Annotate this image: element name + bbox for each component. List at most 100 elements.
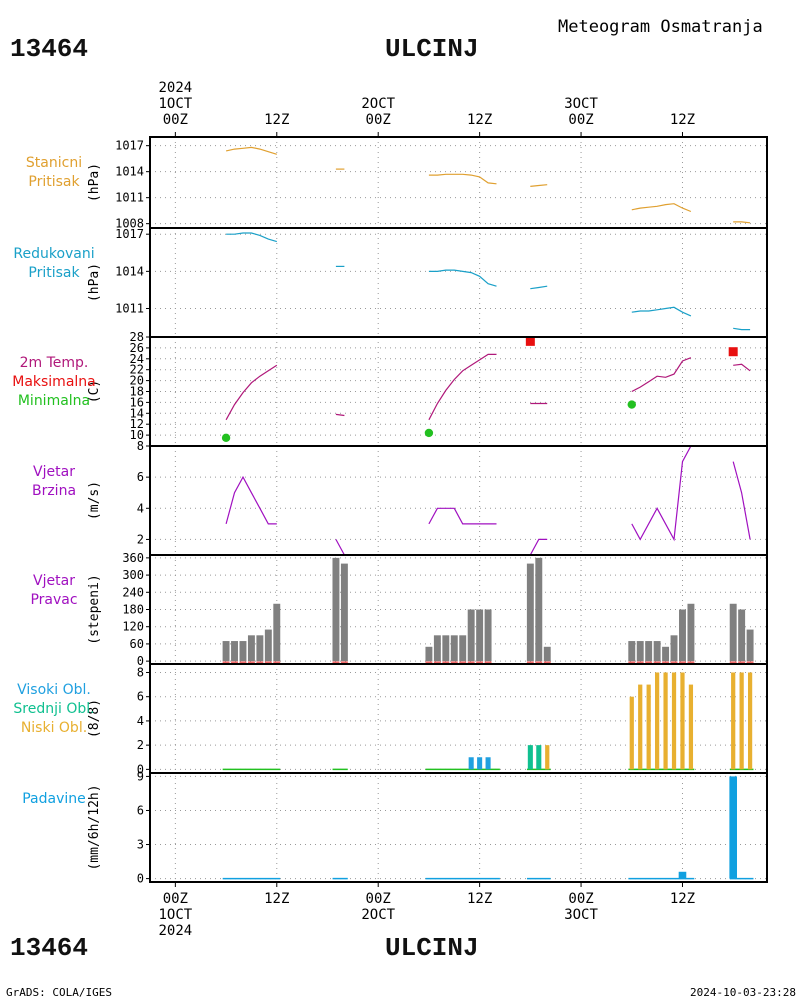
series-line: [732, 461, 751, 540]
wind-direction-bar: [264, 629, 272, 662]
panel-4: 0 60 120 180 240 300 360 (stepeni) Vjetar Pravac: [30, 551, 768, 668]
y-tick-label: 1014: [115, 165, 144, 179]
wind-direction-bar: [231, 641, 238, 662]
y-tick-label: 1011: [115, 191, 144, 205]
wind-direction-bar: [484, 609, 492, 662]
x-tick-label-top: 12Z: [670, 112, 695, 128]
series-line: [529, 538, 548, 556]
panel-label: Pritisak: [28, 174, 80, 190]
x-tick-label-bottom: 00Z: [366, 891, 391, 907]
wind-direction-bar: [459, 635, 467, 662]
footer-timestamp: 2024-10-03-23:28: [690, 986, 796, 999]
high-cloud-bar: [468, 757, 474, 770]
mid-cloud-bar: [527, 745, 533, 770]
panel-label: Vjetar: [33, 573, 75, 589]
chart-subtitle: Meteogram Osmatranja: [558, 17, 763, 37]
low-cloud-bar: [688, 684, 694, 770]
panel-frame: [149, 227, 768, 338]
x-tick-label-top: 12Z: [264, 112, 289, 128]
panel-label: Padavine: [22, 791, 86, 807]
y-tick-label: 240: [122, 585, 144, 599]
panel-label: 2m Temp.: [20, 355, 89, 371]
x-tick-label-top: 00Z: [163, 112, 188, 128]
wind-direction-bar: [332, 557, 340, 662]
wind-direction-bar: [256, 635, 264, 662]
y-tick-label: 0: [137, 762, 144, 776]
y-tick-label: 10: [130, 428, 144, 442]
y-tick-label: 26: [130, 341, 144, 355]
y-axis-label: (C): [87, 380, 102, 403]
y-tick-label: 14: [130, 406, 144, 420]
wind-direction-bar: [526, 563, 534, 662]
y-axis-label: (hPa): [87, 263, 102, 302]
x-tick-label-bottom: 3OCT: [564, 907, 598, 923]
y-tick-label: 1017: [115, 227, 144, 241]
panel-label: Brzina: [32, 483, 76, 499]
x-tick-label-bottom: 12Z: [670, 891, 695, 907]
mid-cloud-bar: [536, 745, 542, 770]
y-tick-label: 22: [130, 363, 144, 377]
y-tick-label: 1008: [115, 217, 144, 231]
y-tick-label: 1017: [115, 139, 144, 153]
x-tick-label-bottom: 1OCT: [158, 907, 192, 923]
series-line: [631, 445, 692, 542]
wind-direction-bar: [653, 641, 661, 662]
panel-label: Stanicni: [26, 155, 82, 171]
low-cloud-bar: [655, 672, 660, 770]
wind-direction-bar: [645, 641, 653, 662]
panel-frame: [149, 136, 768, 229]
panel-label: Visoki Obl.: [17, 682, 91, 698]
low-cloud-bar: [545, 745, 550, 770]
min-temp-marker: [424, 428, 434, 438]
wind-direction-bar: [222, 641, 230, 662]
series-line: [225, 475, 277, 525]
series-line: [225, 364, 278, 421]
high-cloud-bar: [477, 757, 483, 770]
series-line: [335, 413, 345, 417]
x-tick-label-bottom: 12Z: [264, 891, 289, 907]
x-tick-label-top: 12Z: [467, 112, 492, 128]
wind-direction-bar: [738, 609, 746, 662]
max-temp-marker: [728, 347, 738, 357]
station-name-bottom: ULCINJ: [385, 933, 479, 963]
low-cloud-bar: [663, 672, 668, 770]
x-tick-label-top: 00Z: [568, 112, 593, 128]
wind-direction-bar: [450, 635, 458, 662]
y-tick-label: 16: [130, 395, 144, 409]
panel-label: Minimalna: [18, 393, 90, 409]
y-axis-label: (stepeni): [87, 574, 102, 644]
wind-direction-bar: [535, 557, 543, 662]
y-tick-label: 300: [122, 568, 144, 582]
y-tick-label: 2: [137, 738, 144, 752]
y-tick-label: 120: [122, 620, 144, 634]
wind-direction-bar: [425, 646, 433, 662]
y-tick-label: 3: [137, 838, 144, 852]
series-line: [733, 327, 751, 331]
x-tick-label-top: 00Z: [366, 112, 391, 128]
y-tick-label: 0: [137, 654, 144, 668]
x-tick-label-top: 2024: [158, 80, 192, 96]
wind-direction-bar: [239, 641, 247, 662]
wind-direction-bar: [442, 635, 450, 662]
series-line: [428, 269, 497, 287]
panel-label: Niski Obl.: [21, 720, 87, 736]
y-tick-label: 1014: [115, 264, 144, 278]
panel-label: Vjetar: [33, 464, 75, 480]
max-temp-marker: [525, 336, 535, 346]
x-tick-label-bottom: 2024: [158, 923, 192, 939]
y-tick-label: 4: [137, 501, 144, 515]
station-id-top: 13464: [10, 34, 88, 64]
low-cloud-bar: [739, 672, 744, 770]
wind-direction-bar: [247, 635, 255, 662]
wind-direction-bar: [340, 563, 348, 662]
low-cloud-bar: [671, 672, 677, 770]
series-line: [428, 507, 497, 525]
min-temp-marker: [221, 433, 231, 443]
series-line: [428, 353, 497, 421]
y-tick-label: 1011: [115, 302, 144, 316]
panel-label: Redukovani: [13, 246, 94, 262]
panel-frame: [149, 772, 768, 883]
y-axis-label: (8/8): [87, 699, 102, 738]
low-cloud-bar: [646, 684, 651, 770]
